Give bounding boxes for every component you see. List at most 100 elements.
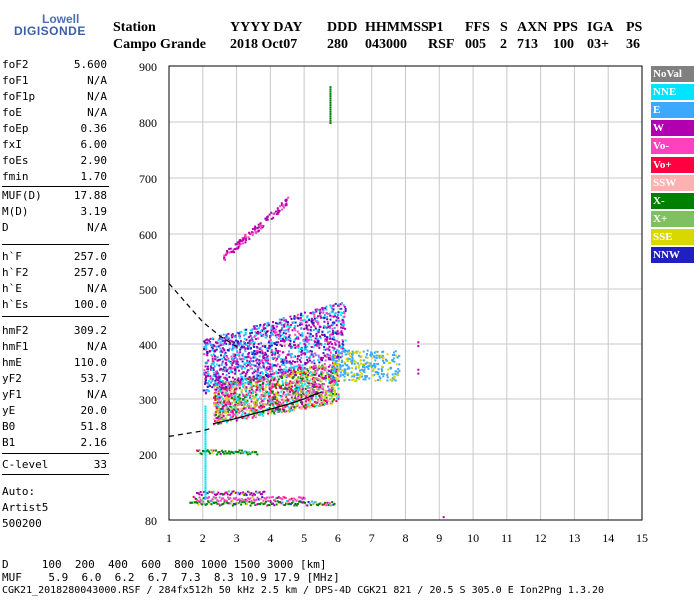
- data-point: [329, 378, 332, 381]
- data-point: [315, 377, 318, 380]
- data-point: [337, 397, 340, 400]
- data-point: [331, 355, 334, 358]
- data-point: [306, 345, 309, 348]
- data-point: [233, 491, 236, 494]
- data-point: [272, 364, 275, 367]
- data-point: [254, 356, 257, 359]
- x-tick-label: 14: [602, 531, 614, 545]
- data-point: [304, 403, 307, 406]
- data-point: [248, 412, 251, 415]
- data-point: [316, 337, 319, 340]
- data-point: [275, 364, 278, 367]
- data-point: [375, 354, 378, 357]
- data-point: [254, 338, 257, 341]
- data-point: [315, 332, 318, 335]
- data-point: [316, 341, 319, 344]
- data-point: [317, 315, 320, 318]
- data-point: [210, 376, 213, 379]
- data-point: [329, 374, 332, 377]
- data-point: [249, 367, 252, 370]
- data-point: [225, 499, 228, 502]
- data-point: [290, 407, 293, 410]
- data-point: [265, 361, 268, 364]
- data-point: [292, 376, 295, 379]
- header-value-3: 043000: [365, 37, 407, 52]
- data-point: [325, 504, 328, 507]
- data-point: [330, 379, 333, 382]
- data-point: [329, 97, 332, 100]
- data-point: [362, 359, 365, 362]
- data-point: [239, 239, 242, 242]
- data-point: [303, 371, 306, 374]
- data-point: [260, 366, 263, 369]
- data-point: [214, 355, 217, 358]
- data-point: [225, 409, 228, 412]
- data-point: [295, 345, 298, 348]
- data-point: [262, 361, 265, 364]
- data-point: [238, 241, 241, 244]
- data-point: [241, 410, 244, 413]
- data-point: [221, 351, 224, 354]
- data-point: [311, 323, 314, 326]
- data-point: [324, 399, 327, 402]
- data-point: [226, 496, 229, 499]
- param-key: h`E: [2, 282, 22, 295]
- data-point: [338, 303, 341, 306]
- data-point: [235, 491, 238, 494]
- data-point: [223, 366, 226, 369]
- param-row-h`E: h`E N/A: [2, 282, 107, 298]
- data-point: [256, 453, 259, 456]
- data-point: [206, 372, 209, 375]
- data-point: [293, 504, 296, 507]
- param-divider: [2, 316, 109, 317]
- param-value: N/A: [87, 340, 107, 353]
- data-point: [324, 307, 327, 310]
- data-point: [309, 367, 312, 370]
- data-point: [329, 106, 332, 109]
- param-key: foF1p: [2, 90, 36, 103]
- data-point: [228, 394, 231, 397]
- data-point: [285, 320, 288, 323]
- data-point: [277, 501, 280, 504]
- param-value: 5.600: [73, 58, 107, 71]
- data-point: [316, 320, 319, 323]
- data-point: [213, 493, 216, 496]
- data-point: [230, 407, 233, 410]
- data-point: [291, 399, 294, 402]
- data-point: [356, 362, 359, 365]
- data-point: [348, 378, 351, 381]
- data-point: [286, 400, 289, 403]
- data-point: [320, 401, 323, 404]
- data-point: [294, 405, 297, 408]
- data-point: [287, 503, 290, 506]
- data-point: [196, 498, 199, 501]
- data-point: [231, 451, 234, 454]
- data-point: [345, 349, 348, 352]
- data-point: [247, 345, 250, 348]
- data-point: [291, 346, 294, 349]
- data-point: [251, 501, 254, 504]
- data-point: [207, 450, 210, 453]
- data-point: [219, 336, 222, 339]
- data-point: [299, 366, 302, 369]
- autoscaling-line1: Auto:: [2, 485, 36, 498]
- data-point: [275, 370, 278, 373]
- data-point: [225, 333, 228, 336]
- data-point: [223, 341, 226, 344]
- data-point: [204, 339, 207, 342]
- data-point: [206, 382, 209, 385]
- data-point: [361, 375, 364, 378]
- data-point: [237, 369, 240, 372]
- data-point: [339, 374, 342, 377]
- data-point: [283, 364, 286, 367]
- data-point: [203, 341, 206, 344]
- data-point: [315, 335, 318, 338]
- data-point: [230, 492, 233, 495]
- param-value: 309.2: [73, 324, 107, 337]
- data-point: [304, 373, 307, 376]
- data-point: [304, 406, 307, 409]
- data-point: [327, 394, 330, 397]
- data-point: [246, 369, 249, 372]
- data-point: [354, 367, 357, 370]
- data-point: [236, 358, 239, 361]
